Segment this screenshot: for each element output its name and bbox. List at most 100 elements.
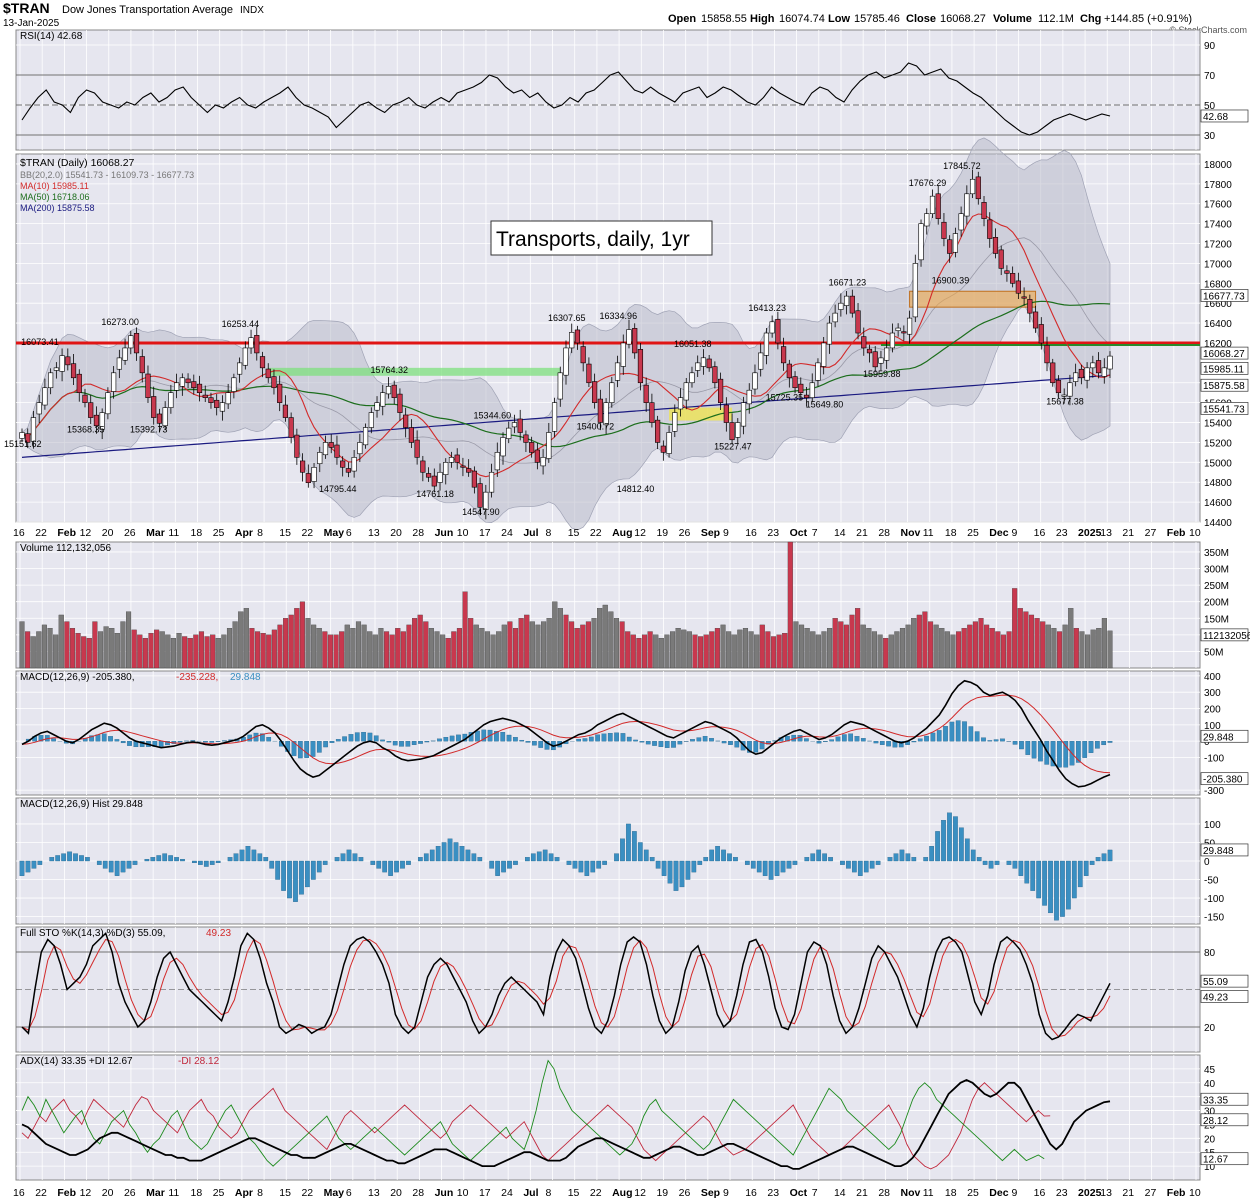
macd-hist-bar [633, 739, 638, 742]
volume-bar [967, 624, 973, 669]
candle-body [895, 327, 901, 331]
x-axis-label: 26 [124, 1187, 136, 1199]
volume-bar [714, 628, 720, 669]
hist-bar [733, 857, 738, 862]
close-value: 16068.27 [940, 13, 986, 25]
y-tick-label: 14600 [1204, 498, 1232, 509]
volume-bar [204, 636, 210, 669]
macd-hist-bar [373, 735, 379, 742]
hist-bar [703, 857, 709, 862]
volume-bar [383, 631, 390, 669]
price-annotation: 16051.38 [674, 339, 712, 349]
hist-bar [935, 831, 940, 862]
volume-bar [619, 621, 625, 669]
macd-hist-bar [696, 737, 702, 742]
candle-body [780, 346, 787, 364]
volume-bar [905, 624, 911, 669]
candle-body [466, 468, 472, 473]
volume-bar [647, 631, 653, 669]
x-axis-label: Feb [57, 527, 76, 539]
hist-bar [417, 857, 423, 862]
candle-body [374, 402, 380, 411]
volume-bar [742, 628, 749, 669]
hist-bar [691, 860, 697, 873]
volume-bar [445, 638, 451, 669]
price-annotation: 16307.65 [548, 313, 586, 323]
candle-body [179, 377, 185, 387]
macd-hist-bar [747, 741, 752, 753]
volume-bar [1073, 628, 1079, 669]
macd-hist-bar [1031, 741, 1037, 759]
volume-bar [159, 631, 165, 669]
candle-body [1050, 362, 1056, 384]
hist-bar [851, 860, 857, 873]
hist-bar [263, 857, 269, 862]
macd-hist-bar [456, 734, 461, 742]
candle-body [116, 357, 122, 370]
hist-bar [346, 849, 352, 862]
volume-bar [170, 638, 176, 669]
volume-panel: 350M300M250M200M150M100M50MVolume 112,13… [15, 541, 1250, 669]
volume-bar [860, 624, 866, 669]
macd-hist-bar [1107, 741, 1113, 743]
volume-bar [1090, 629, 1096, 669]
volume-bar [686, 631, 692, 669]
stoch-right-label: 55.09 [1203, 977, 1228, 988]
macd-hist-bar [114, 739, 120, 742]
macd-hist-bar [690, 739, 695, 742]
candle-body [551, 402, 558, 432]
candle-body [391, 384, 397, 398]
candle-body [93, 414, 100, 427]
macd-hist-bar [538, 741, 544, 748]
candle-body [305, 473, 311, 484]
x-axis-label: 28 [412, 527, 424, 539]
volume-bar [1034, 618, 1040, 669]
y-tick-label: 17400 [1204, 220, 1232, 231]
hist-bar [578, 860, 584, 873]
volume-bar [484, 631, 491, 669]
volume-bar [221, 634, 227, 669]
hist-bar [257, 853, 263, 862]
candle-body [168, 392, 174, 408]
rsi-panel: 90 70 50 30 RSI(14) 42.68 42.68 [15, 29, 1249, 151]
volume-bar [226, 628, 233, 669]
macd-hist-bar [177, 741, 183, 743]
adx-panel: 4540353025201510ADX(14) 33.35 +DI 12.67-… [15, 1054, 1249, 1181]
volume-bar [557, 608, 563, 669]
x-axis-label: 22 [590, 527, 602, 539]
macd-hist-bar [709, 738, 714, 742]
candle-body [294, 434, 300, 458]
macd-hist-bar [822, 741, 828, 742]
macd-hist-bar [323, 741, 328, 748]
hist-bar [953, 816, 958, 862]
x-axis-label: 26 [679, 1187, 691, 1199]
y-tick-label: 40 [1204, 1079, 1216, 1090]
candle-body [1078, 368, 1084, 379]
hist-bar [768, 860, 774, 880]
volume-bar [1101, 618, 1107, 669]
volume-bar [81, 636, 87, 669]
macd-hist-bar [1025, 741, 1031, 755]
macd-hist-bar [190, 740, 196, 742]
candle-body [906, 317, 913, 335]
hist-bar [394, 860, 399, 873]
candle-body [792, 376, 798, 389]
hist-bar [19, 860, 25, 876]
macd-hist-bar [525, 741, 531, 743]
yellow-zone [669, 407, 733, 421]
volume-bar [355, 621, 362, 669]
hist-bar [780, 860, 786, 873]
x-axis-label: 16 [745, 527, 757, 539]
candle-body [884, 347, 890, 361]
x-axis-label: 27 [1145, 1187, 1157, 1199]
macd-hist-bar [1101, 741, 1107, 746]
price-annotation: 15344.60 [474, 411, 512, 421]
candle-body [368, 412, 374, 428]
y-tick-label: 90 [1204, 41, 1216, 52]
volume-bar [546, 618, 552, 669]
x-axis-label: 22 [35, 527, 47, 539]
macd-hist-bar [671, 741, 676, 748]
volume-bar [154, 629, 160, 669]
macd-hist-bar [721, 741, 727, 744]
x-axis-label: 14 [834, 1187, 846, 1199]
